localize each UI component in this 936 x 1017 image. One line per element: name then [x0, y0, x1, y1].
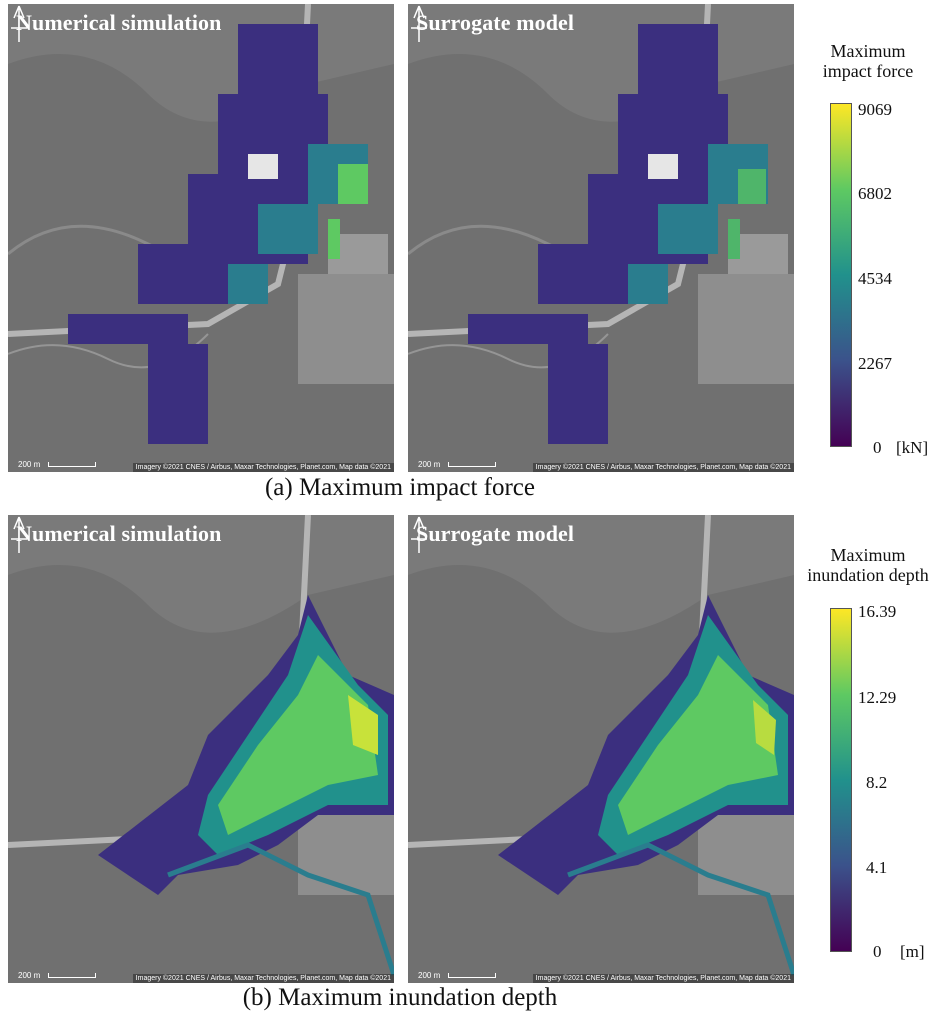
colorbar-b-tick-3: 12.29 — [858, 688, 897, 707]
scale-label: 200 m — [18, 460, 41, 469]
map-a-numerical: Numerical simulation 200 m Imagery ©2021… — [8, 4, 394, 472]
colorbar-b-title-line2: inundation depth — [807, 565, 929, 585]
scale-label: 200 m — [418, 971, 441, 980]
colorbar-b-tick-1: 4.1 — [866, 858, 888, 877]
colorbar-b-tick-2: 8.2 — [866, 773, 888, 792]
map-b-numerical: Numerical simulation 200 m Imagery ©2021… — [8, 515, 394, 983]
colorbar-a-title-line1: Maximum — [830, 41, 906, 61]
scale-label: 200 m — [418, 460, 441, 469]
map-b-surrogate-graphic — [408, 515, 794, 983]
scale-bar — [48, 462, 96, 467]
map-b-left-title: Numerical simulation — [16, 521, 222, 546]
map-b-surrogate: Surrogate model 200 m Imagery ©2021 CNES… — [408, 515, 794, 983]
north-arrow-icon — [11, 516, 27, 553]
colorbar-a-tick-1: 2267 — [858, 354, 892, 373]
map-attribution: Imagery ©2021 CNES / Airbus, Maxar Techn… — [532, 463, 794, 472]
map-a-numerical-graphic — [8, 4, 394, 472]
caption-a: (a) Maximum impact force — [264, 474, 536, 501]
colorbar-a-gradient — [830, 103, 852, 447]
map-a-surrogate-graphic — [408, 4, 794, 472]
north-arrow-icon — [11, 5, 27, 42]
colorbar-a-tick-2: 4534 — [858, 269, 892, 288]
colorbar-b-tick-min: 0 — [873, 942, 882, 961]
map-a-surrogate: Surrogate model 200 m Imagery ©2021 CNES… — [408, 4, 794, 472]
colorbar-a-tick-3: 6802 — [858, 184, 892, 203]
colorbar-a-title-line2: impact force — [822, 61, 914, 81]
scale-bar — [48, 973, 96, 978]
colorbar-b-tick-max: 16.39 — [858, 602, 897, 621]
map-attribution: Imagery ©2021 CNES / Airbus, Maxar Techn… — [532, 974, 794, 983]
north-arrow-icon — [411, 5, 427, 42]
colorbar-b-title-line1: Maximum — [830, 545, 906, 565]
colorbar-a-tick-min: 0 — [873, 438, 882, 457]
map-attribution: Imagery ©2021 CNES / Airbus, Maxar Techn… — [132, 974, 394, 983]
colorbar-a-tick-max: 9069 — [858, 100, 892, 119]
colorbar-b-gradient — [830, 608, 852, 952]
map-a-right-title: Surrogate model — [416, 10, 575, 35]
scale-label: 200 m — [18, 971, 41, 980]
map-b-right-title: Surrogate model — [416, 521, 575, 546]
north-arrow-icon — [411, 516, 427, 553]
map-a-left-title: Numerical simulation — [16, 10, 222, 35]
map-b-numerical-graphic — [8, 515, 394, 983]
scale-bar — [448, 973, 496, 978]
scale-bar — [448, 462, 496, 467]
caption-b: (b) Maximum inundation depth — [242, 984, 558, 1011]
map-attribution: Imagery ©2021 CNES / Airbus, Maxar Techn… — [132, 463, 394, 472]
colorbar-a-unit: [kN] — [896, 438, 929, 457]
colorbar-b-unit: [m] — [900, 942, 925, 961]
